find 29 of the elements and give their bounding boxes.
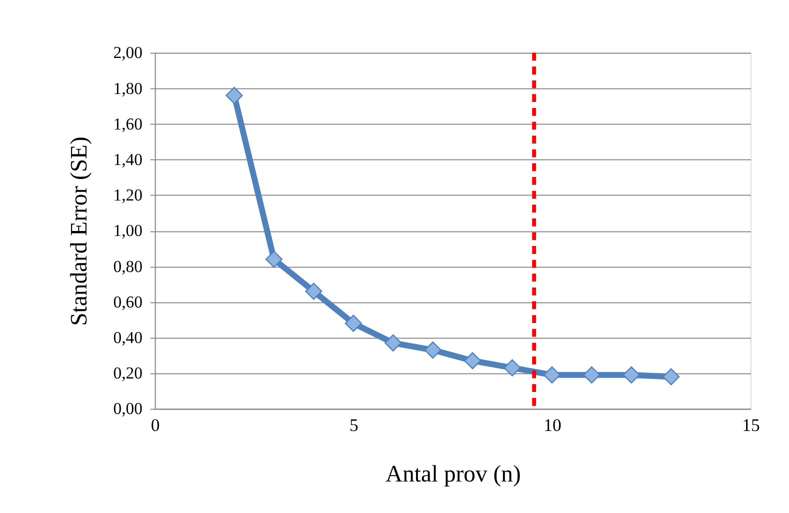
x-tick-label: 0 [150, 414, 160, 435]
point [583, 366, 600, 384]
y-tick-label: 2,00 [113, 43, 143, 62]
point [662, 368, 680, 386]
y-tick-label: 1,20 [113, 186, 143, 205]
y-tick-label: 0,20 [113, 364, 143, 383]
point [504, 359, 521, 376]
x-axis-title: Antal prov (n) [386, 461, 521, 488]
x-tick-label: 15 [742, 414, 760, 435]
y-tick-label: 0,40 [113, 328, 143, 347]
point [424, 341, 442, 359]
y-tick-label: 1,40 [113, 150, 143, 169]
y-tick-label: 1,60 [113, 114, 143, 134]
y-tick-label: 0,80 [113, 256, 143, 276]
point [622, 366, 640, 384]
point [464, 352, 482, 370]
point [543, 366, 561, 384]
point [226, 86, 243, 104]
y-tick-label: 0,60 [113, 292, 143, 312]
y-tick-label: 1,00 [113, 221, 143, 240]
y-tick-label: 1,80 [113, 78, 143, 98]
y-axis-title: Standard Error (SE) [66, 136, 93, 326]
point [265, 250, 283, 268]
x-tick-label: 10 [544, 414, 562, 435]
point [344, 314, 362, 332]
point [384, 334, 402, 352]
point [305, 282, 322, 300]
x-tick-label: 5 [349, 414, 358, 435]
y-tick-label: 0,00 [113, 399, 143, 418]
